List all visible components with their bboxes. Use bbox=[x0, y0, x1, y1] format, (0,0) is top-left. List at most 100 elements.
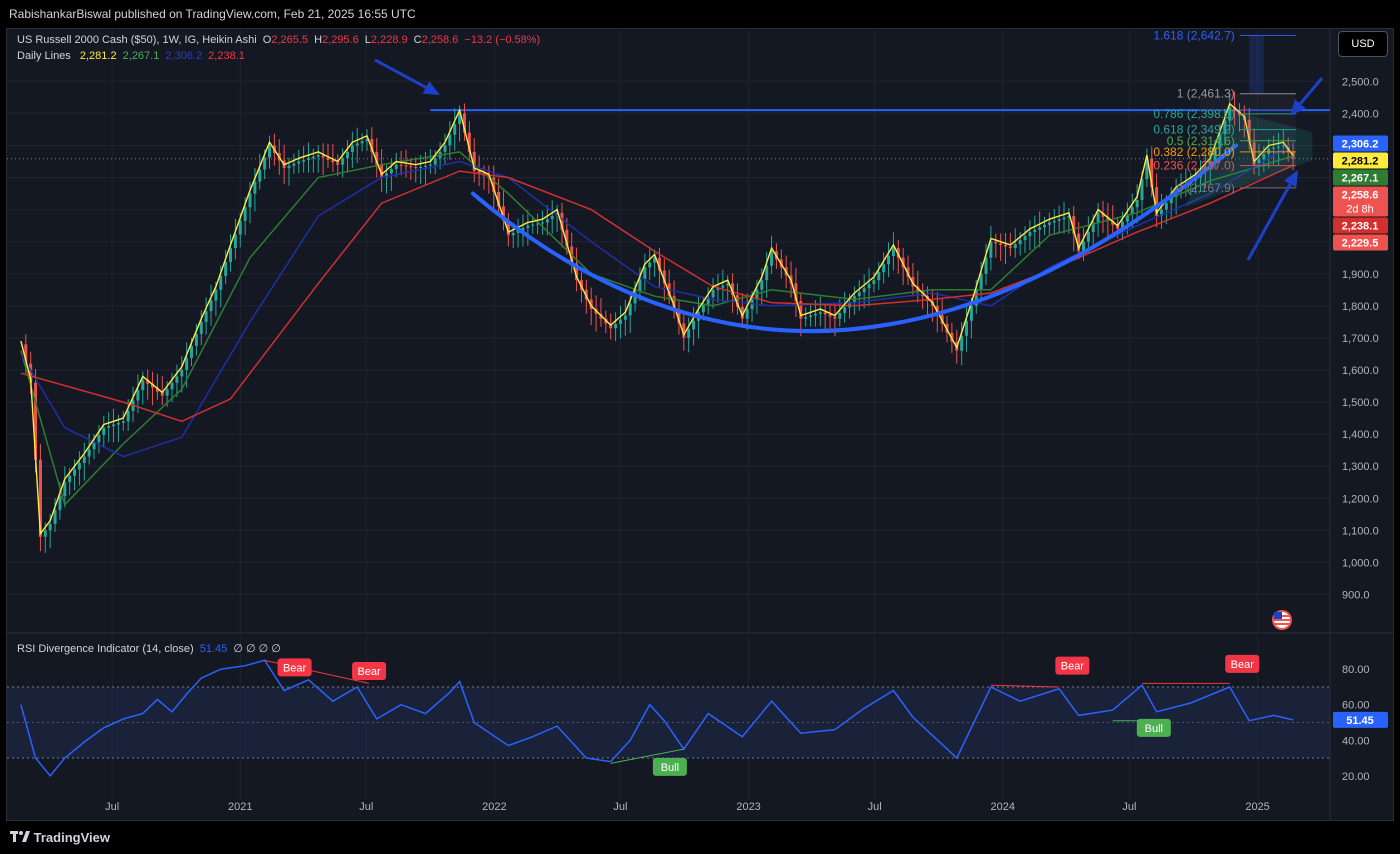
price-tag-countdown: 2d 8h bbox=[1346, 203, 1374, 215]
symbol-legend: US Russell 2000 Cash ($50), 1W, IG, Heik… bbox=[17, 34, 543, 46]
daily-lines-label[interactable]: Daily Lines bbox=[17, 50, 71, 62]
candle-body bbox=[102, 427, 106, 435]
divergence-label-bg bbox=[277, 658, 312, 677]
candle-body bbox=[316, 155, 320, 157]
candle-body bbox=[414, 167, 418, 169]
candle-body bbox=[209, 300, 213, 312]
candle-body bbox=[1125, 214, 1129, 222]
high-label: H bbox=[314, 34, 323, 46]
price-tag-value: 2,281.2 bbox=[1342, 155, 1379, 167]
candle-body bbox=[721, 285, 725, 288]
divergence-label-bg bbox=[1136, 718, 1171, 737]
candle-body bbox=[1150, 158, 1154, 188]
candle-body bbox=[297, 161, 301, 164]
rsi-label[interactable]: RSI Divergence Indicator (14, close) bbox=[17, 643, 194, 655]
candle-body bbox=[331, 159, 335, 163]
candle-body bbox=[1043, 224, 1047, 228]
x-tick-label: 2024 bbox=[990, 801, 1014, 813]
candle-body bbox=[735, 295, 739, 307]
candle-body bbox=[628, 303, 632, 316]
candle-body bbox=[233, 234, 237, 249]
tradingview-brand[interactable]: TradingView bbox=[10, 830, 110, 845]
candle-body bbox=[516, 230, 520, 233]
candle-body bbox=[521, 228, 525, 231]
candle-body bbox=[706, 297, 710, 305]
candle-body bbox=[1228, 106, 1232, 121]
candle-body bbox=[1281, 145, 1285, 147]
candle-body bbox=[1052, 220, 1056, 223]
candle-body bbox=[146, 379, 150, 384]
candle-body bbox=[214, 289, 218, 301]
candle-body bbox=[877, 272, 881, 281]
candle-body bbox=[419, 166, 423, 168]
symbol-title[interactable]: US Russell 2000 Cash ($50), 1W, IG, Heik… bbox=[17, 34, 257, 46]
daily-lines-legend: Daily Lines 2,281.2 2,267.1 2,306.2 2,23… bbox=[17, 50, 248, 62]
divergence-label: Bull bbox=[661, 762, 679, 774]
candle-body bbox=[653, 257, 657, 263]
candle-body bbox=[1057, 219, 1061, 221]
candle-body bbox=[409, 166, 413, 168]
candle-body bbox=[350, 145, 354, 152]
candle-body bbox=[190, 345, 194, 358]
candle-body bbox=[731, 283, 735, 296]
divergence-label: Bear bbox=[1061, 661, 1085, 673]
divergence-label-bg bbox=[1225, 654, 1260, 673]
y-tick-label: 1,600.0 bbox=[1342, 365, 1379, 377]
currency-button[interactable]: USD bbox=[1338, 31, 1388, 57]
candle-body bbox=[799, 301, 803, 319]
low-label: L bbox=[364, 34, 371, 46]
candle-body bbox=[229, 248, 233, 263]
candle-body bbox=[92, 442, 96, 450]
candle-body bbox=[974, 289, 978, 306]
candle-body bbox=[965, 320, 969, 336]
candle-body bbox=[1023, 236, 1027, 241]
divergence-label-bg bbox=[352, 661, 387, 680]
candle-body bbox=[1276, 146, 1280, 148]
candle-body bbox=[453, 124, 457, 135]
candle-body bbox=[311, 156, 315, 159]
daily-line-1-value: 2,281.2 bbox=[79, 50, 117, 62]
candle-body bbox=[58, 496, 62, 511]
y-tick-label: 900.0 bbox=[1342, 590, 1370, 602]
daily-line-4-value: 2,238.1 bbox=[208, 50, 245, 62]
candle-body bbox=[1013, 244, 1017, 249]
candle-body bbox=[1111, 220, 1115, 225]
candle-body bbox=[1267, 148, 1271, 155]
x-tick-label: 2021 bbox=[228, 801, 252, 813]
price-tag-value: 2,229.5 bbox=[1342, 237, 1379, 249]
divergence-label: Bear bbox=[1231, 659, 1255, 671]
tradingview-logo-icon bbox=[10, 831, 30, 842]
candle-body bbox=[136, 390, 140, 401]
candle-body bbox=[726, 283, 730, 286]
candle-body bbox=[1135, 199, 1139, 208]
candle-body bbox=[1033, 229, 1037, 233]
candle-body bbox=[180, 369, 184, 377]
rsi-legend: RSI Divergence Indicator (14, close) 51.… bbox=[17, 642, 284, 655]
candle-body bbox=[692, 320, 696, 330]
candle-body bbox=[716, 287, 720, 290]
moving-average-line-1 bbox=[20, 151, 1294, 507]
candle-body bbox=[258, 169, 262, 182]
x-tick-label: Jul bbox=[1122, 801, 1136, 813]
candle-body bbox=[336, 162, 340, 165]
candle-body bbox=[1233, 106, 1237, 112]
fib-level-label: 0 (2,167.9) bbox=[1177, 181, 1235, 195]
candle-body bbox=[813, 313, 817, 316]
candle-body bbox=[526, 225, 530, 229]
candle-body bbox=[1072, 216, 1076, 234]
candle-body bbox=[24, 344, 28, 364]
open-value: 2,265.5 bbox=[271, 34, 308, 46]
candle-body bbox=[151, 383, 155, 388]
candle-body bbox=[560, 212, 564, 230]
candle-body bbox=[219, 275, 223, 290]
candle-body bbox=[224, 262, 228, 276]
price-tag-value: 2,238.1 bbox=[1342, 220, 1379, 232]
price-tag-value: 2,267.1 bbox=[1342, 172, 1379, 184]
rsi-value-tag-label: 51.45 bbox=[1346, 715, 1374, 727]
candle-body bbox=[1077, 233, 1081, 252]
candle-body bbox=[1018, 240, 1022, 245]
candle-body bbox=[1218, 134, 1222, 148]
candle-body bbox=[1130, 207, 1134, 215]
candle-body bbox=[380, 164, 384, 178]
